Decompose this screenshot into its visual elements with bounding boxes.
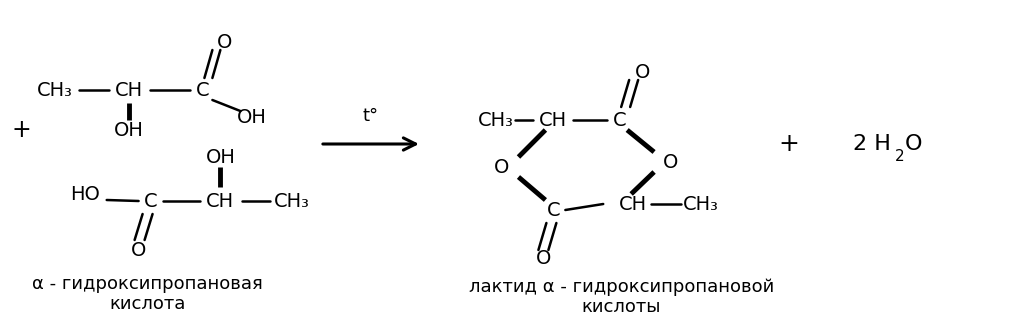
Text: C: C	[196, 80, 209, 100]
Text: CH: CH	[115, 80, 142, 100]
Text: CH₃: CH₃	[683, 195, 719, 213]
Text: O: O	[494, 157, 509, 177]
Text: O: O	[217, 33, 232, 51]
Text: OH: OH	[238, 108, 267, 126]
Text: OH: OH	[114, 121, 143, 139]
Text: t°: t°	[362, 107, 379, 125]
Text: 2: 2	[894, 148, 904, 163]
Text: +: +	[11, 118, 31, 142]
Text: C: C	[612, 111, 626, 129]
Text: CH₃: CH₃	[37, 80, 73, 100]
Text: CH: CH	[620, 195, 647, 213]
Text: CH: CH	[540, 111, 567, 129]
Text: CH₃: CH₃	[477, 111, 513, 129]
Text: O: O	[664, 152, 679, 172]
Text: +: +	[778, 132, 799, 156]
Text: 2 H: 2 H	[853, 134, 891, 154]
Text: O: O	[131, 240, 146, 260]
Text: CH₃: CH₃	[274, 192, 310, 210]
Text: O: O	[635, 62, 650, 81]
Text: HO: HO	[70, 185, 99, 204]
Text: O: O	[904, 134, 922, 154]
Text: лактид α - гидроксипропановой
кислоты: лактид α - гидроксипропановой кислоты	[469, 278, 774, 316]
Text: C: C	[547, 201, 560, 219]
Text: C: C	[143, 192, 158, 210]
Text: CH: CH	[206, 192, 234, 210]
Text: OH: OH	[206, 147, 236, 167]
Text: α - гидроксипропановая
кислота: α - гидроксипропановая кислота	[32, 275, 263, 313]
Text: O: O	[536, 248, 551, 268]
